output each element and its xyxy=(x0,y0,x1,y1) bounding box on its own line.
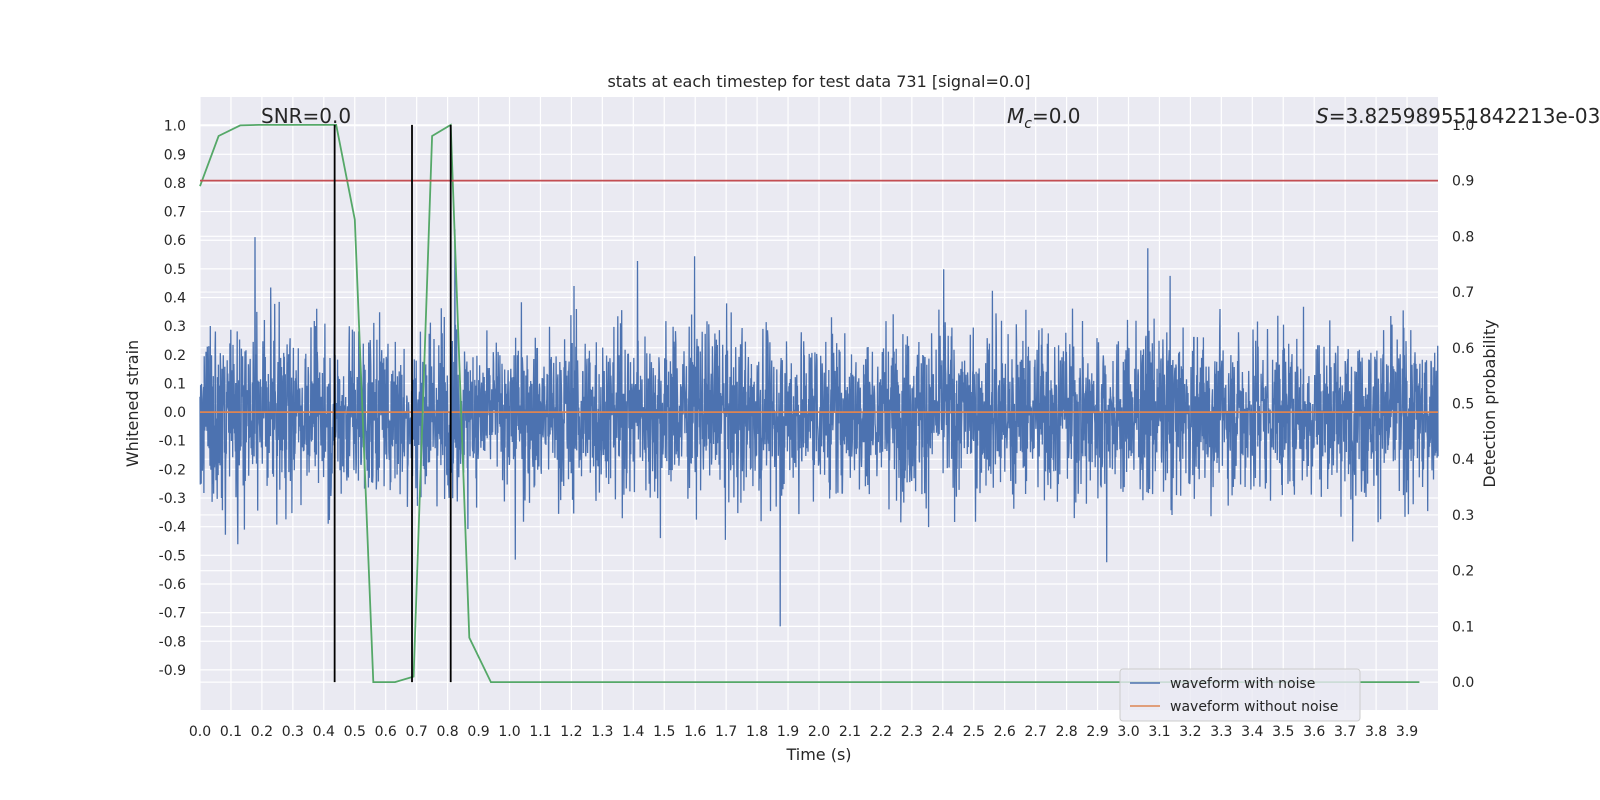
x-tick-label: 2.1 xyxy=(839,724,861,740)
snr-annotation: SNR=0.0 xyxy=(261,104,351,128)
x-tick-label: 1.9 xyxy=(777,724,799,740)
y-right-tick-label: 0.2 xyxy=(1452,564,1474,580)
y-right-tick-label: 0.7 xyxy=(1452,285,1474,301)
x-tick-labels: 0.0 0.1 0.2 0.3 0.4 0.5 0.6 0.7 0.8 0.9 1.0 1.1 1.2 1… xyxy=(189,724,1418,740)
y-axis-label: Whitened strain xyxy=(123,340,142,467)
series-detection-probability xyxy=(199,123,1420,683)
x-tick-label: 3.0 xyxy=(1117,724,1139,740)
x-tick-label: 1.3 xyxy=(591,724,613,740)
x-tick-label: 3.2 xyxy=(1179,724,1201,740)
mc-symbol: M xyxy=(1007,104,1024,128)
y-tick-label: -0.2 xyxy=(159,462,186,478)
y-right-tick-label: 0.5 xyxy=(1452,397,1474,413)
x-tick-label: 3.5 xyxy=(1272,724,1294,740)
x-tick-label: 2.5 xyxy=(963,724,985,740)
series-layer xyxy=(199,123,1439,683)
y-tick-label: 0.9 xyxy=(164,147,186,163)
x-tick-label: 0.2 xyxy=(251,724,273,740)
y-tick-label: -0.8 xyxy=(159,634,186,650)
y-right-tick-labels: 1.0 0.9 0.8 0.7 0.6 0.5 0.4 0.3 0.2 0.1 0.0 xyxy=(1452,118,1474,691)
legend-label-clean: waveform without noise xyxy=(1170,699,1338,715)
y-tick-labels: 1.0 0.9 0.8 0.7 0.6 0.5 0.4 0.3 0.2 0.1 0.0 -0.1 -0.… xyxy=(159,119,186,679)
x-axis-label: Time (s) xyxy=(785,745,851,764)
y-tick-label: -0.9 xyxy=(159,663,186,679)
y-tick-label: 0.7 xyxy=(164,205,186,221)
y-tick-label: 0.1 xyxy=(164,376,186,392)
x-tick-label: 0.0 xyxy=(189,724,211,740)
x-tick-label: 0.9 xyxy=(467,724,489,740)
x-tick-label: 3.1 xyxy=(1148,724,1170,740)
mc-value: =0.0 xyxy=(1032,104,1081,128)
x-tick-label: 1.8 xyxy=(746,724,768,740)
x-tick-label: 0.1 xyxy=(220,724,242,740)
y-tick-label: 0.2 xyxy=(164,348,186,364)
vertical-markers xyxy=(333,124,452,683)
y-tick-label: -0.6 xyxy=(159,577,186,593)
legend-label-noise: waveform with noise xyxy=(1170,676,1315,692)
x-tick-label: 1.1 xyxy=(529,724,551,740)
x-tick-label: 0.6 xyxy=(375,724,397,740)
x-tick-label: 0.8 xyxy=(436,724,458,740)
x-tick-label: 2.4 xyxy=(932,724,954,740)
y-right-tick-label: 0.3 xyxy=(1452,508,1474,524)
y-tick-label: 0.0 xyxy=(164,405,186,421)
x-tick-label: 3.7 xyxy=(1334,724,1356,740)
x-tick-label: 3.4 xyxy=(1241,724,1263,740)
y-right-tick-label: 0.6 xyxy=(1452,341,1474,357)
x-tick-label: 0.4 xyxy=(313,724,335,740)
x-tick-label: 0.3 xyxy=(282,724,304,740)
y-right-tick-label: 0.8 xyxy=(1452,229,1474,245)
y-right-tick-label: 0.4 xyxy=(1452,452,1474,468)
x-tick-label: 2.8 xyxy=(1055,724,1077,740)
x-tick-label: 3.3 xyxy=(1210,724,1232,740)
y-tick-label: 0.5 xyxy=(164,262,186,278)
x-tick-label: 3.8 xyxy=(1365,724,1387,740)
x-tick-label: 1.0 xyxy=(498,724,520,740)
y-tick-label: 1.0 xyxy=(164,119,186,135)
mc-annotation: Mc=0.0 xyxy=(1007,104,1081,132)
y-right-tick-label: 0.0 xyxy=(1452,675,1474,691)
x-tick-label: 2.6 xyxy=(994,724,1016,740)
x-tick-label: 2.7 xyxy=(1025,724,1047,740)
x-tick-label: 2.2 xyxy=(870,724,892,740)
y-right-tick-label: 0.1 xyxy=(1452,619,1474,635)
y-tick-label: 0.4 xyxy=(164,291,186,307)
x-tick-label: 2.9 xyxy=(1086,724,1108,740)
x-tick-label: 2.0 xyxy=(808,724,830,740)
chart-title: stats at each timestep for test data 731… xyxy=(607,72,1030,91)
legend-box xyxy=(1119,668,1361,722)
s-value: =3.825989551842213e-03 xyxy=(1329,104,1600,128)
s-annotation: S=3.825989551842213e-03 xyxy=(1316,104,1600,128)
s-symbol: S xyxy=(1316,104,1329,128)
x-tick-label: 0.5 xyxy=(344,724,366,740)
y-tick-label: -0.4 xyxy=(159,520,186,536)
legend: waveform with noise waveform without noi… xyxy=(1119,668,1361,722)
x-tick-label: 3.9 xyxy=(1396,724,1418,740)
series-waveform-with-noise xyxy=(199,229,1439,627)
y-tick-label: 0.3 xyxy=(164,319,186,335)
y-tick-label: -0.1 xyxy=(159,434,186,450)
y-tick-label: -0.5 xyxy=(159,548,186,564)
y-tick-label: -0.3 xyxy=(159,491,186,507)
y-right-axis-label: Detection probability xyxy=(1480,319,1499,487)
x-tick-label: 1.2 xyxy=(560,724,582,740)
x-tick-label: 1.6 xyxy=(684,724,706,740)
mc-subscript: c xyxy=(1024,116,1032,132)
x-tick-label: 0.7 xyxy=(406,724,428,740)
x-tick-label: 1.5 xyxy=(653,724,675,740)
y-tick-label: 0.8 xyxy=(164,176,186,192)
y-tick-label: -0.7 xyxy=(159,606,186,622)
y-right-tick-label: 0.9 xyxy=(1452,174,1474,190)
y-tick-label: 0.6 xyxy=(164,233,186,249)
x-tick-label: 1.7 xyxy=(715,724,737,740)
x-tick-label: 3.6 xyxy=(1303,724,1325,740)
x-tick-label: 2.3 xyxy=(901,724,923,740)
x-tick-label: 1.4 xyxy=(622,724,644,740)
y-right-tick-label: 1.0 xyxy=(1452,118,1474,134)
